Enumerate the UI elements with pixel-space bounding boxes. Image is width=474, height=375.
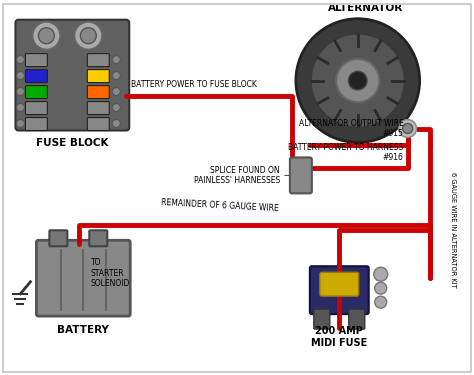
Text: 200 AMP
MIDI FUSE: 200 AMP MIDI FUSE [311, 326, 367, 348]
FancyBboxPatch shape [36, 240, 130, 316]
Circle shape [38, 28, 55, 44]
FancyBboxPatch shape [87, 86, 109, 99]
Circle shape [17, 56, 25, 64]
FancyBboxPatch shape [26, 117, 47, 130]
Circle shape [74, 22, 102, 50]
FancyBboxPatch shape [87, 54, 109, 67]
Circle shape [17, 120, 25, 128]
FancyBboxPatch shape [49, 230, 67, 246]
Text: ALTERNATOR: ALTERNATOR [328, 3, 403, 13]
Circle shape [112, 104, 120, 111]
FancyBboxPatch shape [26, 70, 47, 82]
Circle shape [374, 267, 388, 281]
Text: SPLICE FOUND ON
PAINLESS' HARNESSES: SPLICE FOUND ON PAINLESS' HARNESSES [194, 166, 280, 185]
Circle shape [112, 56, 120, 64]
Text: ALTERNATOR OUTPUT WIRE
#915: ALTERNATOR OUTPUT WIRE #915 [299, 119, 404, 138]
FancyBboxPatch shape [87, 102, 109, 114]
Text: BATTERY POWER TO HARNESS
#916: BATTERY POWER TO HARNESS #916 [288, 143, 404, 162]
FancyBboxPatch shape [26, 86, 47, 99]
FancyBboxPatch shape [314, 309, 330, 329]
Circle shape [375, 282, 387, 294]
Circle shape [311, 34, 405, 128]
Circle shape [17, 88, 25, 96]
FancyBboxPatch shape [87, 70, 109, 82]
Circle shape [17, 104, 25, 111]
FancyBboxPatch shape [87, 117, 109, 130]
Text: BATTERY POWER TO FUSE BLOCK: BATTERY POWER TO FUSE BLOCK [131, 80, 257, 88]
Circle shape [296, 19, 419, 142]
Text: FUSE BLOCK: FUSE BLOCK [36, 138, 109, 148]
FancyBboxPatch shape [26, 54, 47, 67]
Circle shape [32, 22, 60, 50]
FancyBboxPatch shape [290, 158, 312, 194]
Text: REMAINDER OF 6 GAUGE WIRE: REMAINDER OF 6 GAUGE WIRE [161, 198, 279, 213]
FancyBboxPatch shape [26, 102, 47, 114]
FancyBboxPatch shape [89, 230, 107, 246]
Circle shape [112, 88, 120, 96]
Circle shape [375, 296, 387, 308]
FancyBboxPatch shape [310, 266, 369, 314]
FancyBboxPatch shape [16, 20, 129, 130]
Circle shape [348, 71, 367, 90]
FancyBboxPatch shape [320, 272, 359, 296]
Text: TO
STARTER
SOLENOID: TO STARTER SOLENOID [91, 258, 130, 288]
Circle shape [399, 120, 417, 138]
Circle shape [80, 28, 96, 44]
Text: BATTERY: BATTERY [57, 325, 109, 335]
Circle shape [112, 120, 120, 128]
Circle shape [17, 72, 25, 80]
Circle shape [112, 72, 120, 80]
FancyBboxPatch shape [349, 309, 365, 329]
Text: 6 GAUGE WIRE IN ALTERNATOR KIT: 6 GAUGE WIRE IN ALTERNATOR KIT [449, 172, 456, 288]
Circle shape [403, 123, 413, 134]
Circle shape [336, 59, 379, 102]
